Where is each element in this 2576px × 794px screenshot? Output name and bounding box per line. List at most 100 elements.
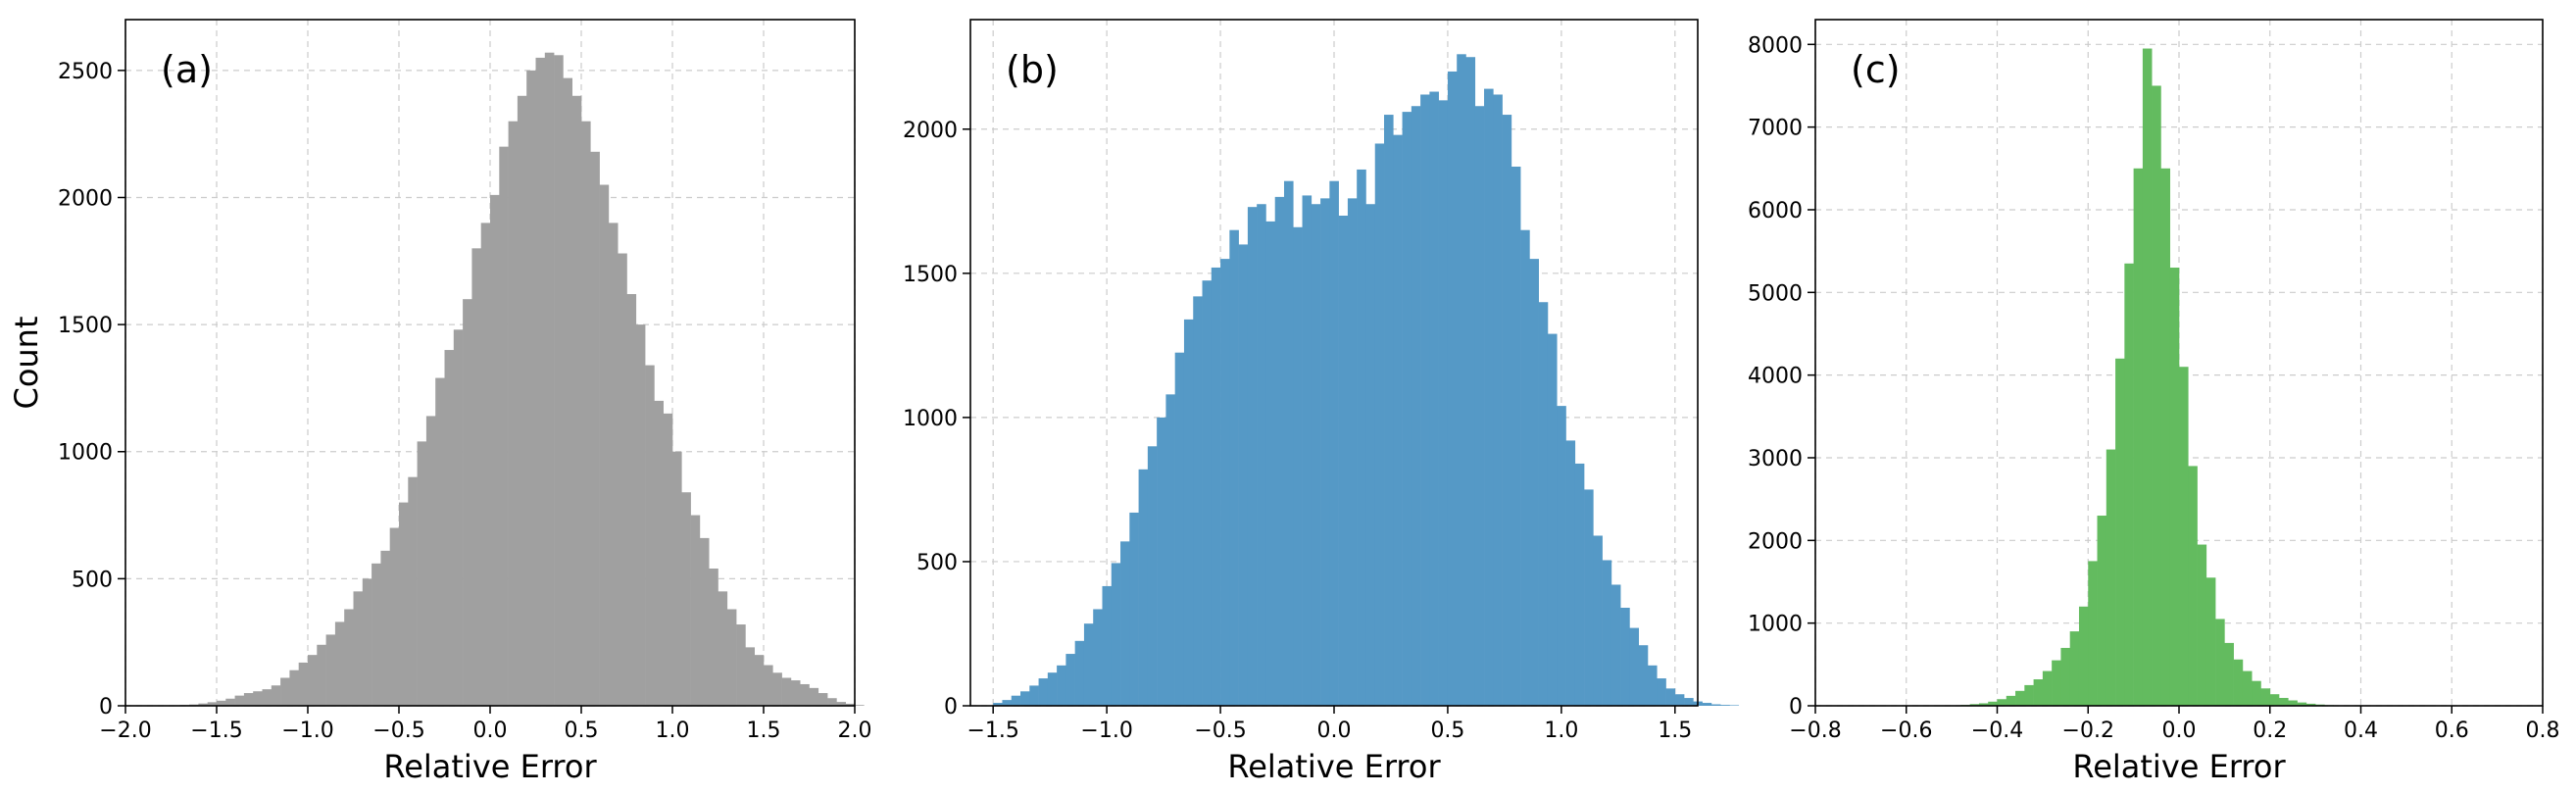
y-tick-label: 1000 — [903, 407, 958, 431]
histogram-bar — [1020, 691, 1030, 706]
histogram-bar — [827, 698, 837, 706]
histogram-bar — [1620, 608, 1630, 706]
histogram-bar — [1193, 296, 1203, 706]
histogram-bar — [1211, 267, 1221, 706]
y-tick-label: 0 — [99, 695, 113, 720]
histogram-bar — [1629, 627, 1640, 706]
histogram-bar — [1102, 585, 1113, 706]
histogram-bar — [234, 695, 245, 706]
histogram-bar — [2006, 695, 2016, 706]
y-tick-label: 7000 — [1748, 117, 1803, 141]
histogram-bar — [1047, 672, 1058, 706]
histogram-bar — [471, 248, 481, 707]
histogram-bar — [1447, 71, 1458, 707]
histogram-bar — [1011, 695, 1021, 706]
histogram-bar — [1420, 94, 1430, 707]
x-tick-label: 0.8 — [2526, 719, 2560, 743]
histogram-bar — [2142, 48, 2153, 707]
histogram-bar — [1610, 584, 1621, 706]
histogram-bar — [2279, 697, 2289, 706]
x-tick-label: 0.0 — [2162, 719, 2197, 743]
histogram-bar — [1969, 704, 1980, 706]
y-tick-label: 1500 — [58, 314, 113, 338]
histogram-bar — [1702, 703, 1712, 706]
histogram-bar — [1411, 106, 1421, 706]
histogram-bar — [1220, 259, 1230, 706]
y-tick-label: 1500 — [903, 263, 958, 287]
histogram-bar — [1997, 699, 2007, 706]
x-tick-label: 1.5 — [747, 719, 781, 743]
y-tick-label: 2000 — [58, 186, 113, 211]
x-tick-label: −1.0 — [1080, 719, 1132, 743]
histogram-bar — [243, 693, 254, 706]
x-tick-label: −0.2 — [2062, 719, 2114, 743]
histogram-bar — [1057, 665, 1066, 706]
y-tick-label: 4000 — [1748, 365, 1803, 389]
histogram-bar — [490, 194, 500, 706]
histogram-bar — [1129, 512, 1139, 706]
y-tick-label: 2000 — [903, 119, 958, 143]
histogram-bar — [781, 677, 792, 706]
x-tick-label: −0.5 — [372, 719, 424, 743]
x-tick-label: 0.2 — [2253, 719, 2287, 743]
x-tick-label: −0.5 — [1194, 719, 1246, 743]
histogram-bar — [1038, 678, 1049, 706]
histogram-bar — [262, 689, 272, 706]
histogram-bar — [1529, 259, 1539, 706]
x-tick-label: 0.5 — [565, 719, 599, 743]
histogram-bar — [690, 515, 701, 706]
y-tick-label: 1000 — [58, 441, 113, 466]
histogram-bar — [1729, 705, 1740, 706]
histogram-bar — [444, 350, 455, 706]
histogram-bar — [1474, 106, 1485, 706]
histogram-bar — [1557, 406, 1566, 706]
x-tick-label: −0.6 — [1880, 719, 1932, 743]
x-axis-label: Relative Error — [1227, 748, 1441, 785]
y-tick-label: 500 — [72, 568, 113, 592]
panel-label: (b) — [1006, 48, 1059, 91]
histogram-bar — [1602, 560, 1612, 706]
histogram-bar — [198, 703, 208, 706]
x-tick-label: 0.0 — [1317, 719, 1352, 743]
x-tick-label: −0.4 — [1971, 719, 2023, 743]
histogram-bar — [1584, 489, 1594, 706]
histogram-bar — [408, 476, 418, 706]
x-tick-label: −0.8 — [1789, 719, 1841, 743]
histogram-bar — [663, 413, 673, 706]
histogram-bar — [1065, 654, 1075, 706]
histogram-bar — [2188, 466, 2198, 706]
histogram-bar — [764, 665, 773, 706]
histogram-bar — [1274, 196, 1285, 707]
chart-panel-2: −0.8 −0.6 −0.4 −0.2 0.0 0.2 0.4 0.6 0.8 0 1000 2000… — [1748, 19, 2560, 785]
y-tick-label: 2500 — [58, 60, 113, 84]
histogram-bar — [2197, 544, 2207, 706]
histogram-bar — [1365, 204, 1376, 706]
histogram-bar — [571, 95, 582, 707]
histogram-bar — [845, 703, 856, 706]
histogram-bar — [554, 55, 564, 707]
histogram-bar — [2015, 690, 2025, 706]
histogram-bar — [217, 700, 226, 706]
histogram-bar — [809, 687, 819, 706]
histogram-bar — [635, 324, 646, 706]
histogram-bar — [726, 609, 737, 706]
histogram-bar — [2242, 670, 2253, 706]
histogram-bar — [1438, 100, 1449, 706]
histogram-bar — [353, 591, 364, 706]
x-tick-label: 1.0 — [1544, 719, 1578, 743]
histogram-bar — [280, 677, 290, 706]
histogram-bar — [1247, 207, 1258, 707]
x-tick-label: 2.0 — [838, 719, 872, 743]
histogram-bar — [1302, 195, 1313, 707]
histogram-bar — [626, 294, 637, 706]
histogram-bar — [317, 644, 326, 706]
histogram-bar — [1374, 143, 1385, 706]
histogram-bar — [2260, 688, 2271, 706]
histogram-bar — [271, 685, 281, 706]
y-axis-label: Count — [8, 316, 45, 409]
histogram-bar — [1083, 623, 1094, 706]
histogram-bar — [1120, 541, 1130, 706]
histogram-bar — [517, 95, 527, 707]
histogram-bar — [581, 121, 591, 706]
chart-panel-1: −1.5 −1.0 −0.5 0.0 0.5 1.0 1.5 0 500 1000 1500 2000… — [903, 19, 1740, 785]
